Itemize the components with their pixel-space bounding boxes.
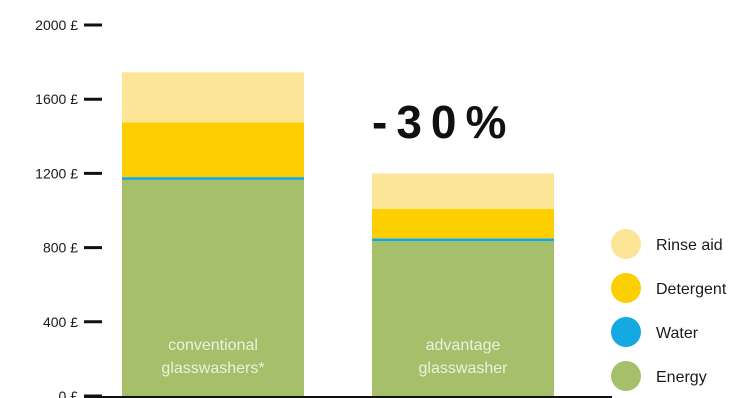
y-tick-label: 0 £ bbox=[59, 388, 79, 398]
category-label: glasswasher bbox=[419, 360, 509, 377]
bar-segment-detergent bbox=[122, 122, 304, 178]
legend-label: Rinse aid bbox=[656, 237, 723, 254]
bars bbox=[122, 72, 554, 396]
bar-segment-energy bbox=[122, 179, 304, 396]
bar-segment-detergent bbox=[372, 209, 554, 239]
category-label: conventional bbox=[168, 337, 258, 354]
legend-swatch bbox=[611, 229, 641, 259]
legend-label: Water bbox=[656, 325, 699, 342]
category-label: advantage bbox=[426, 337, 501, 354]
y-tick-label: 1600 £ bbox=[35, 91, 78, 107]
legend-label: Energy bbox=[656, 369, 707, 386]
legend-swatch bbox=[611, 317, 641, 347]
bar-segment-water bbox=[122, 177, 304, 180]
bar-segment-energy bbox=[372, 241, 554, 396]
legend: Rinse aid Detergent Water Energy bbox=[611, 229, 727, 391]
bar-segment-water bbox=[372, 238, 554, 242]
legend-swatch bbox=[611, 273, 641, 303]
y-tick-label: 1200 £ bbox=[35, 165, 78, 181]
legend-label: Detergent bbox=[656, 281, 727, 298]
bar-labels: conventional glasswashers* advantage glassw… bbox=[161, 337, 508, 377]
y-tick-label: 800 £ bbox=[43, 240, 78, 256]
category-label: glasswashers* bbox=[161, 360, 264, 377]
bar-segment-rinse-aid bbox=[372, 173, 554, 210]
y-axis: 0 £ 400 £ 800 £ 1200 £ 1600 £ 2000 £ bbox=[35, 17, 612, 398]
legend-swatch bbox=[611, 361, 641, 391]
bar-segment-rinse-aid bbox=[122, 72, 304, 123]
reduction-callout: -30% bbox=[372, 96, 515, 148]
y-tick-label: 400 £ bbox=[43, 314, 78, 330]
y-tick-label: 2000 £ bbox=[35, 17, 78, 33]
